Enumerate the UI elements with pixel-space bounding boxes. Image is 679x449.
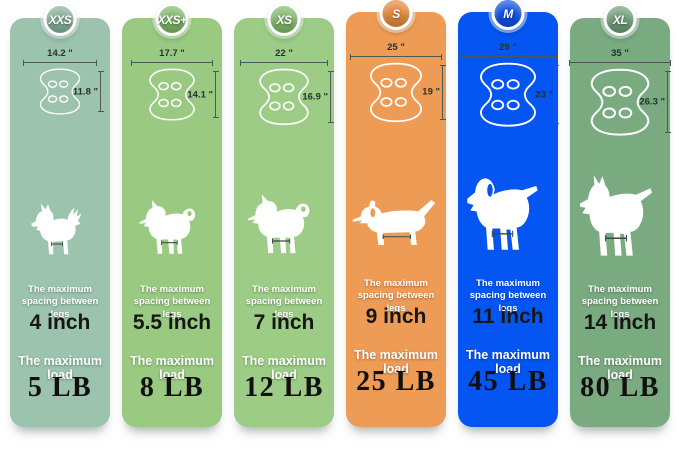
pad-diagram: 22 " 16.9 ": [234, 48, 334, 126]
dachshund-icon: [352, 200, 436, 245]
pad-width-label: 22 ": [275, 48, 293, 59]
size-column-s: S 25 " 19 ": [346, 0, 446, 427]
spacing-title: The maximum spacing between legs: [581, 284, 659, 320]
load-value: 8 LB: [139, 372, 205, 403]
pad-shape-icon: [590, 68, 650, 136]
leg-spacing-measure-line: [272, 238, 291, 244]
size-badge: XXS: [43, 3, 77, 36]
load-value: 80 LB: [580, 372, 660, 403]
spacing-title: The maximum spacing between legs: [245, 284, 323, 320]
size-column-m: M 29 " 23 ": [458, 0, 559, 427]
labrador-icon: [467, 178, 538, 250]
pad-diagram: 17.7 " 14.1 ": [122, 48, 222, 121]
pad-width-label: 14.2 ": [47, 48, 73, 59]
width-measure-line: [240, 59, 328, 66]
size-badge-label: XS: [276, 12, 292, 27]
pad-width-label: 17.7 ": [159, 48, 185, 59]
spacing-value: 7 inch: [253, 311, 315, 334]
width-measure-line: [131, 59, 213, 66]
size-badge: XXS+: [155, 3, 189, 36]
pad-diagram: 14.2 " 11.8 ": [10, 48, 110, 115]
chihuahua-icon: [31, 203, 82, 255]
width-measure-line: [569, 59, 671, 66]
height-measure-line: [212, 71, 219, 119]
size-badge: S: [379, 0, 413, 30]
doberman-icon: [580, 175, 652, 256]
size-badge: XS: [267, 3, 301, 36]
pad-shape-icon: [369, 62, 423, 123]
size-badge: XL: [603, 3, 637, 36]
leg-spacing-measure-line: [491, 230, 514, 237]
pad-shape-icon: [480, 62, 536, 127]
load-value: 45 LB: [468, 366, 548, 397]
size-column-xxs-plus: XXS+ 17.7 " 14.1 ": [122, 3, 222, 427]
pad-diagram: 35 " 26.3 ": [569, 48, 671, 136]
pad-height-label: 23 ": [535, 89, 553, 101]
size-badge-label: S: [392, 6, 400, 21]
height-measure-line: [552, 65, 559, 125]
small-dog-icon: [248, 194, 310, 254]
pad-shape-icon: [149, 68, 195, 121]
height-measure-line: [664, 71, 671, 134]
spacing-title: The maximum spacing between legs: [357, 278, 435, 314]
pad-height-label: 26.3 ": [639, 96, 665, 108]
spacing-title: The maximum spacing between legs: [469, 278, 547, 314]
pad-height-label: 11.8 ": [72, 86, 98, 98]
size-badge-label: XL: [612, 12, 628, 27]
load-value: 25 LB: [356, 366, 436, 397]
spacing-value: 4 inch: [29, 311, 91, 334]
leg-spacing-measure-line: [382, 234, 411, 239]
size-badge: M: [491, 0, 525, 30]
leg-spacing-measure-line: [51, 241, 63, 247]
size-badge-label: XXS: [48, 12, 72, 27]
load-title: The maximum load: [577, 354, 663, 382]
width-measure-line: [23, 59, 97, 66]
pad-width-label: 29 ": [499, 42, 517, 53]
size-chart: XXS 14.2 " 11.8 ": [10, 0, 671, 427]
load-value: 12 LB: [244, 372, 324, 403]
size-column-xl: XL 35 " 26.3 ": [569, 3, 671, 427]
height-measure-line: [97, 71, 104, 113]
spacing-title: The maximum spacing between legs: [21, 284, 99, 320]
pad-height-label: 16.9 ": [302, 91, 328, 103]
load-title: The maximum load: [17, 354, 103, 382]
pad-shape-icon: [39, 68, 81, 115]
size-badge-label: XXS+: [157, 12, 187, 27]
pad-height-label: 14.1 ": [187, 89, 213, 101]
pad-shape-icon: [259, 68, 309, 126]
spacing-value: 9 inch: [365, 305, 427, 328]
height-measure-line: [327, 71, 334, 123]
size-column-xs: XS 22 " 16.9 ": [234, 3, 334, 427]
pad-diagram: 29 " 23 ": [458, 42, 559, 127]
leg-spacing-measure-line: [605, 234, 627, 242]
spacing-title: The maximum spacing between legs: [133, 284, 211, 320]
pad-width-label: 35 ": [611, 48, 629, 59]
size-column-xxs: XXS 14.2 " 11.8 ": [10, 3, 110, 427]
load-title: The maximum load: [353, 348, 439, 376]
pad-width-label: 25 ": [387, 42, 405, 53]
load-title: The maximum load: [129, 354, 215, 382]
width-measure-line: [350, 53, 442, 60]
leg-spacing-measure-line: [161, 240, 178, 246]
load-value: 5 LB: [27, 372, 93, 403]
load-title: The maximum load: [465, 348, 551, 376]
size-badge-label: M: [503, 6, 513, 21]
spacing-value: 14 inch: [583, 311, 657, 334]
height-measure-line: [439, 65, 446, 120]
shiba-icon: [139, 200, 196, 254]
spacing-value: 5.5 inch: [132, 311, 212, 334]
pad-height-label: 19 ": [422, 86, 440, 98]
width-measure-line: [459, 53, 557, 60]
pad-diagram: 25 " 19 ": [346, 42, 446, 123]
load-title: The maximum load: [241, 354, 327, 382]
spacing-value: 11 inch: [472, 305, 544, 328]
